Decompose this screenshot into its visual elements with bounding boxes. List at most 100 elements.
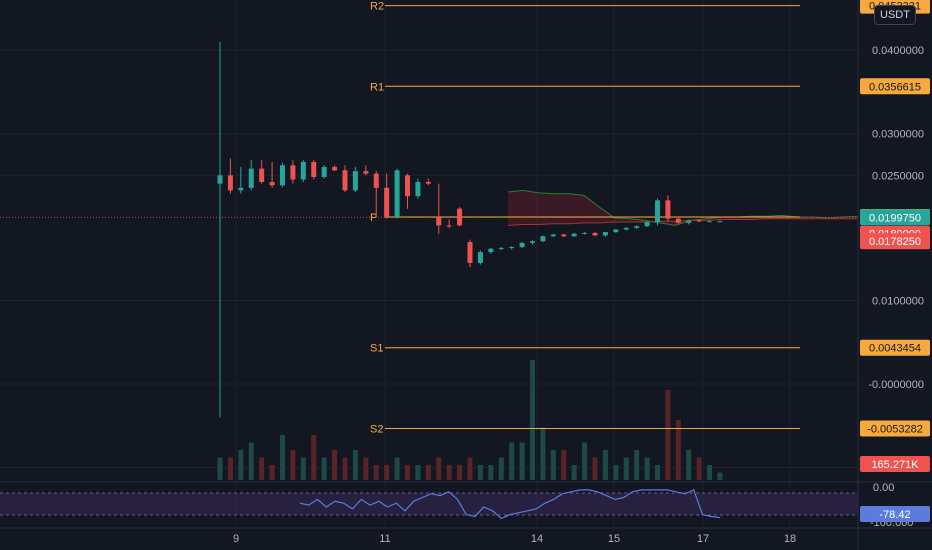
candle-body-34 [571, 233, 577, 237]
candle-body-30 [530, 241, 535, 243]
candle-body-28 [509, 247, 515, 249]
candle-body-48 [717, 221, 723, 223]
candle-body-39 [623, 227, 629, 230]
price-badge-0 [860, 209, 930, 226]
candle-body-3 [248, 168, 254, 188]
volume-bar-32 [550, 450, 556, 480]
volume-bar-15 [373, 465, 379, 480]
pivot-badge-text-S2: -0.0053282 [867, 423, 923, 435]
candle-body-17 [394, 170, 400, 218]
pivot-badge-S1 [860, 339, 930, 356]
rsi-tick-0: 0.00 [873, 482, 894, 494]
volume-bar-28 [509, 442, 515, 480]
volume-bar-12 [342, 457, 348, 480]
candle-body-45 [686, 220, 692, 223]
volume-bars [217, 360, 723, 480]
x-tick-1: 11 [379, 533, 390, 545]
y-tick-0: 0.0400000 [872, 45, 924, 57]
x-tick-0: 9 [233, 533, 239, 545]
candle-body-12 [342, 170, 348, 191]
pivot-label-S2: S2 [370, 423, 383, 435]
price-badges: 0.04533310.03566150.02000350.0043454-0.0… [860, 0, 930, 522]
volume-bar-25 [477, 465, 483, 480]
volume-bar-48 [717, 472, 723, 480]
volume-bar-2 [238, 450, 244, 480]
volume-bar-22 [446, 465, 452, 480]
rsi-badge [860, 506, 930, 522]
volume-badge [860, 456, 930, 472]
pivot-label-S1: S1 [370, 343, 383, 355]
rsi-band [0, 493, 858, 515]
candle-body-31 [540, 236, 546, 242]
time-axis[interactable]: 9 11 14 15 17 18 [0, 527, 932, 545]
pivot-badge-text-R1: 0.0356615 [869, 81, 921, 93]
volume-bar-1 [227, 457, 233, 480]
candle-body-33 [561, 234, 567, 237]
volume-bar-23 [457, 465, 463, 480]
volume-bar-10 [321, 457, 327, 480]
volume-bar-14 [363, 457, 369, 480]
candle-body-10 [321, 166, 327, 177]
pivot-badge-S2 [860, 420, 930, 437]
volume-bar-0 [217, 457, 223, 480]
volume-bar-42 [655, 465, 660, 480]
volume-bar-20 [425, 465, 431, 480]
candle-body-29 [519, 242, 525, 248]
x-tick-2: 14 [531, 533, 543, 545]
volume-bar-35 [582, 442, 588, 480]
candle-body-46 [696, 220, 702, 222]
volume-bar-4 [259, 457, 265, 480]
volume-badge-text: 165.271K [871, 459, 919, 471]
rsi-badge-text: -78.42 [879, 509, 910, 521]
volume-bar-27 [498, 457, 504, 480]
rsi-line [299, 489, 721, 520]
candle-body-0 [217, 175, 223, 184]
volume-bar-45 [686, 450, 692, 480]
candle-body-44 [675, 218, 681, 223]
candle-body-22 [446, 225, 452, 227]
x-tick-3: 15 [608, 533, 620, 545]
volume-bar-7 [290, 450, 296, 480]
candle-body-2 [238, 187, 244, 191]
candle-body-16 [384, 187, 390, 218]
volume-bar-47 [707, 465, 713, 480]
volume-bar-37 [602, 450, 608, 480]
currency-button[interactable]: USDT [874, 5, 916, 25]
volume-bar-30 [530, 360, 535, 480]
candle-body-7 [290, 165, 296, 180]
x-tick-4: 17 [697, 533, 709, 545]
candle-body-25 [477, 252, 483, 263]
candle-body-35 [582, 232, 588, 234]
volume-bar-46 [696, 457, 702, 480]
volume-bar-5 [269, 465, 275, 480]
y-tick-1: 0.0300000 [872, 129, 924, 141]
candles [217, 41, 723, 418]
volume-bar-31 [540, 427, 546, 480]
volume-bar-21 [436, 457, 442, 480]
ichimoku-cloud [507, 189, 859, 226]
volume-bar-6 [280, 435, 285, 480]
candle-body-40 [634, 226, 640, 228]
volume-bar-8 [300, 457, 306, 480]
price-badge-2 [860, 233, 930, 250]
x-tick-5: 18 [784, 533, 796, 545]
volume-bar-41 [644, 457, 650, 480]
pivot-lines: R2 R1 P S1 S2 [0, 1, 858, 435]
price-badge-text-2: 0.0178250 [869, 236, 921, 248]
candle-body-47 [707, 221, 713, 223]
y-tick-2: 0.0250000 [872, 170, 924, 182]
candle-body-1 [227, 175, 233, 191]
volume-bar-24 [467, 457, 473, 480]
pivot-label-R1: R1 [370, 81, 384, 93]
candle-body-23 [457, 208, 463, 226]
candle-body-27 [498, 247, 504, 249]
volume-bar-29 [519, 442, 525, 480]
volume-bar-40 [634, 450, 640, 480]
cloud-fill [508, 190, 858, 226]
volume-bar-39 [623, 457, 629, 480]
volume-bar-34 [571, 465, 577, 480]
volume-bar-13 [352, 450, 358, 480]
rsi-pane: 0.00-100.000 [0, 481, 932, 529]
price-badge-text-0: 0.0199750 [869, 212, 921, 224]
